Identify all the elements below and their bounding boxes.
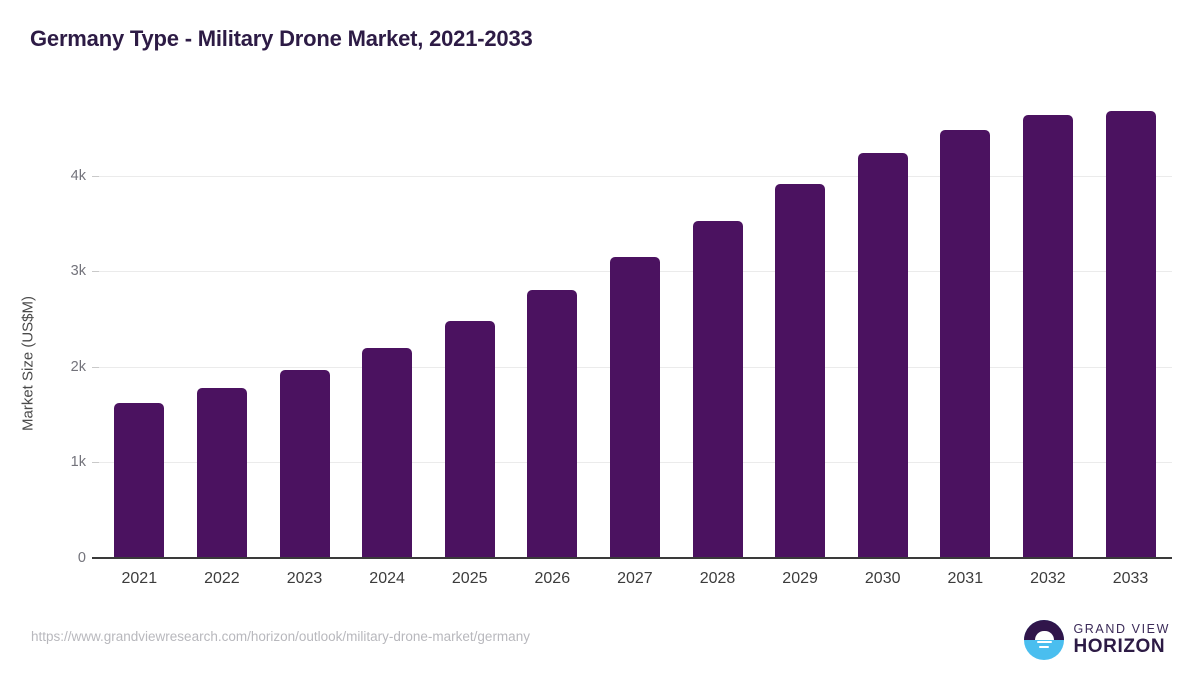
y-axis-tick-label: 1k [70,454,86,470]
bar-2029[interactable] [775,184,826,558]
x-axis-tick-label-2024: 2024 [369,570,405,587]
logo-top-half [1024,620,1065,640]
horizon-sun-icon [1024,620,1065,660]
bar-2028[interactable] [692,221,743,558]
x-axis-line [92,557,1172,559]
x-axis-tick-label-2033: 2033 [1112,570,1149,587]
bar-2025[interactable] [444,320,495,558]
bar-2030[interactable] [857,152,908,558]
y-axis-tick-label: 2k [70,358,86,375]
source-url[interactable]: https://www.grandviewresearch.com/horizo… [31,629,530,644]
page-title: Germany Type - Military Drone Market, 20… [30,26,533,51]
y-axis-tick-mark [92,271,99,272]
bar-2026[interactable] [527,290,578,558]
x-axis-tick-label-2027: 2027 [617,570,653,587]
y-axis-tick-label: 0 [77,549,86,566]
bar-2021[interactable] [114,402,165,558]
logo-text: GRAND VIEW HORIZON [1073,623,1170,656]
y-axis-tick-label: 3k [70,263,86,279]
bar-2024[interactable] [362,348,413,558]
bar-2032[interactable] [1022,115,1073,558]
brand-logo[interactable]: GRAND VIEW HORIZON [1024,620,1170,660]
logo-line-2: HORIZON [1073,635,1166,657]
gridline [98,175,1172,177]
y-axis-tick-mark [92,175,99,177]
y-axis-tick-labels: 0 1k 2k 3k 4k [40,0,86,675]
logo-ray-2 [1039,645,1050,648]
logo-line-1: GRAND VIEW [1073,622,1170,637]
x-axis-tick-label-2028: 2028 [699,570,736,587]
bar-2033[interactable] [1105,110,1156,558]
x-axis-tick-label-2029: 2029 [782,570,818,587]
x-axis-tick-label-2030: 2030 [864,570,901,587]
x-axis-tick-label-2025: 2025 [451,570,488,587]
x-axis-tick-label-2031: 2031 [947,570,984,587]
x-axis-tick-label-2026: 2026 [534,570,571,587]
logo-ray-1 [1036,640,1052,643]
x-axis-tick-label-2022: 2022 [204,570,240,587]
x-axis-tick-label-2032: 2032 [1030,570,1066,587]
y-axis-tick-mark [92,366,99,368]
y-axis-tick-label: 4k [70,167,86,184]
x-axis-tick-label-2023: 2023 [286,570,323,587]
bar-2031[interactable] [940,129,991,558]
bar-2027[interactable] [609,256,660,558]
logo-sun-shape [1034,630,1054,640]
bar-2023[interactable] [279,370,330,558]
bar-2022[interactable] [196,387,247,558]
y-axis-tick-mark [92,462,99,463]
x-axis-tick-label-2021: 2021 [121,570,158,587]
